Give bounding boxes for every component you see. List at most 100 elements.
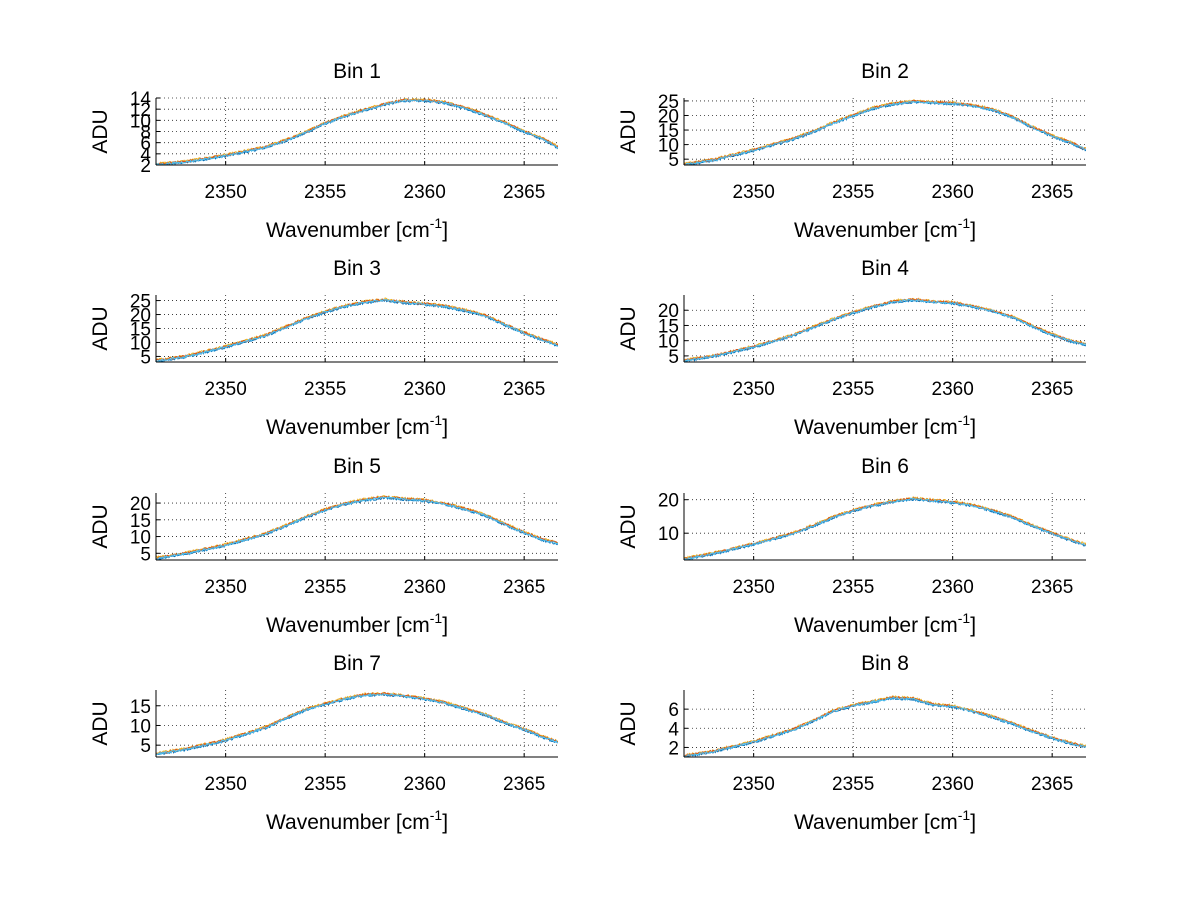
subplot-bin-8: 246 2350 2355 2360 2365 Bin 8 ADU Wavenumber [c… — [617, 652, 1086, 834]
x-tick-label: 2355 — [304, 774, 346, 795]
y-tick-label: 25 — [658, 92, 679, 113]
x-tick-label: 2365 — [1031, 182, 1073, 203]
subplot-title: Bin 3 — [333, 257, 381, 280]
x-tick-label: 2365 — [1031, 379, 1073, 400]
x-tick-label: 2350 — [733, 379, 775, 400]
y-axis-label: ADU — [617, 306, 640, 350]
spectrum-line-4 — [156, 99, 558, 165]
x-tick-label: 2350 — [733, 577, 775, 598]
x-axis-label: Wavenumber [cm-1] — [266, 412, 448, 439]
spectrum-line-4 — [156, 495, 558, 560]
y-tick-label: 5 — [140, 544, 151, 565]
x-tick-label: 2350 — [733, 774, 775, 795]
x-tick-label: 2360 — [404, 182, 446, 203]
spectra — [684, 99, 1086, 165]
y-tick-label: 4 — [668, 719, 679, 740]
subplot-title: Bin 6 — [861, 455, 909, 478]
x-tick-label: 2355 — [832, 774, 874, 795]
subplot-title: Bin 5 — [333, 455, 381, 478]
x-tick-label: 2360 — [932, 577, 974, 598]
y-axis-label: ADU — [89, 504, 112, 548]
axes-background — [156, 493, 558, 560]
spectrum-line-4 — [156, 692, 558, 756]
spectrum-line-1 — [684, 298, 1086, 362]
subplot-title: Bin 2 — [861, 60, 909, 83]
y-tick-label: 10 — [130, 716, 151, 737]
y-tick-label: 20 — [130, 306, 151, 327]
x-tick-label: 2355 — [304, 379, 346, 400]
y-tick-label: 10 — [658, 524, 679, 545]
y-tick-label: 15 — [130, 697, 151, 718]
x-tick-label: 2360 — [404, 379, 446, 400]
x-tick-label: 2360 — [932, 379, 974, 400]
y-tick-label: 25 — [130, 292, 151, 313]
y-tick-label: 20 — [658, 301, 679, 322]
spectrum-line-4 — [156, 298, 558, 362]
x-tick-label: 2365 — [503, 577, 545, 598]
y-tick-label: 6 — [140, 134, 151, 155]
y-tick-label: 2 — [140, 156, 151, 177]
y-axis-label: ADU — [617, 701, 640, 745]
x-tick-label: 2350 — [205, 379, 247, 400]
y-tick-label: 10 — [658, 332, 679, 353]
x-tick-label: 2350 — [205, 577, 247, 598]
subplot-bin-6: 10 20 2350 2355 2360 2365 Bin 6 ADU Wavenumber [… — [617, 455, 1086, 637]
spectrum-line-4 — [684, 696, 1086, 757]
y-tick-label: 8 — [140, 123, 151, 144]
x-axis-label: Wavenumber [cm-1] — [266, 215, 448, 242]
y-tick-label: 20 — [130, 494, 151, 515]
y-tick-label: 2 — [668, 738, 679, 759]
spectra — [156, 495, 558, 560]
axes-background — [684, 98, 1086, 165]
x-tick-label: 2350 — [205, 774, 247, 795]
x-axis-label: Wavenumber [cm-1] — [794, 412, 976, 439]
spectra — [156, 691, 558, 756]
y-tick-label: 12 — [130, 100, 151, 121]
y-tick-label: 15 — [658, 121, 679, 142]
spectra — [156, 297, 558, 362]
spectra — [684, 496, 1086, 560]
x-tick-label: 2350 — [733, 182, 775, 203]
x-tick-label: 2355 — [832, 379, 874, 400]
y-tick-label: 5 — [668, 347, 679, 368]
x-axis-label: Wavenumber [cm-1] — [266, 807, 448, 834]
y-axis-label: ADU — [617, 109, 640, 153]
x-axis-label: Wavenumber [cm-1] — [794, 215, 976, 242]
y-tick-label: 20 — [658, 491, 679, 512]
x-tick-label: 2360 — [404, 577, 446, 598]
y-axis-label: ADU — [89, 109, 112, 153]
subplot-title: Bin 7 — [333, 652, 381, 675]
y-tick-label: 10 — [130, 111, 151, 132]
y-axis-label: ADU — [89, 306, 112, 350]
y-axis-label: ADU — [617, 504, 640, 548]
x-axis-label: Wavenumber [cm-1] — [794, 610, 976, 637]
x-tick-label: 2350 — [205, 182, 247, 203]
x-axis-label: Wavenumber [cm-1] — [266, 610, 448, 637]
x-tick-label: 2355 — [304, 577, 346, 598]
spectra — [156, 98, 558, 165]
x-tick-label: 2365 — [1031, 577, 1073, 598]
axes-background — [684, 295, 1086, 362]
x-axis-label: Wavenumber [cm-1] — [794, 807, 976, 834]
y-tick-label: 4 — [140, 145, 151, 166]
y-tick-label: 6 — [668, 700, 679, 721]
spectra — [684, 695, 1086, 757]
subplot-title: Bin 8 — [861, 652, 909, 675]
x-tick-label: 2360 — [932, 774, 974, 795]
axes-background — [156, 690, 558, 757]
x-tick-label: 2365 — [503, 774, 545, 795]
y-tick-label: 15 — [130, 511, 151, 532]
x-tick-label: 2360 — [404, 774, 446, 795]
x-tick-label: 2360 — [932, 182, 974, 203]
y-tick-label: 14 — [130, 89, 152, 110]
y-tick-label: 10 — [130, 333, 151, 354]
y-tick-label: 10 — [130, 528, 151, 549]
x-tick-label: 2365 — [503, 182, 545, 203]
